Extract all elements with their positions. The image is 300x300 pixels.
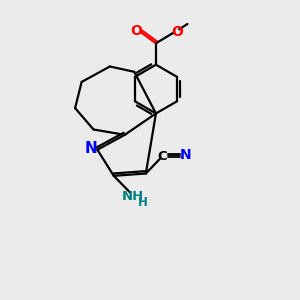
Text: N: N <box>180 148 191 162</box>
Text: O: O <box>130 24 142 38</box>
Text: O: O <box>171 25 183 39</box>
Text: H: H <box>138 196 148 209</box>
Text: C: C <box>158 150 167 163</box>
Text: N: N <box>85 141 98 156</box>
Text: NH: NH <box>122 190 144 202</box>
